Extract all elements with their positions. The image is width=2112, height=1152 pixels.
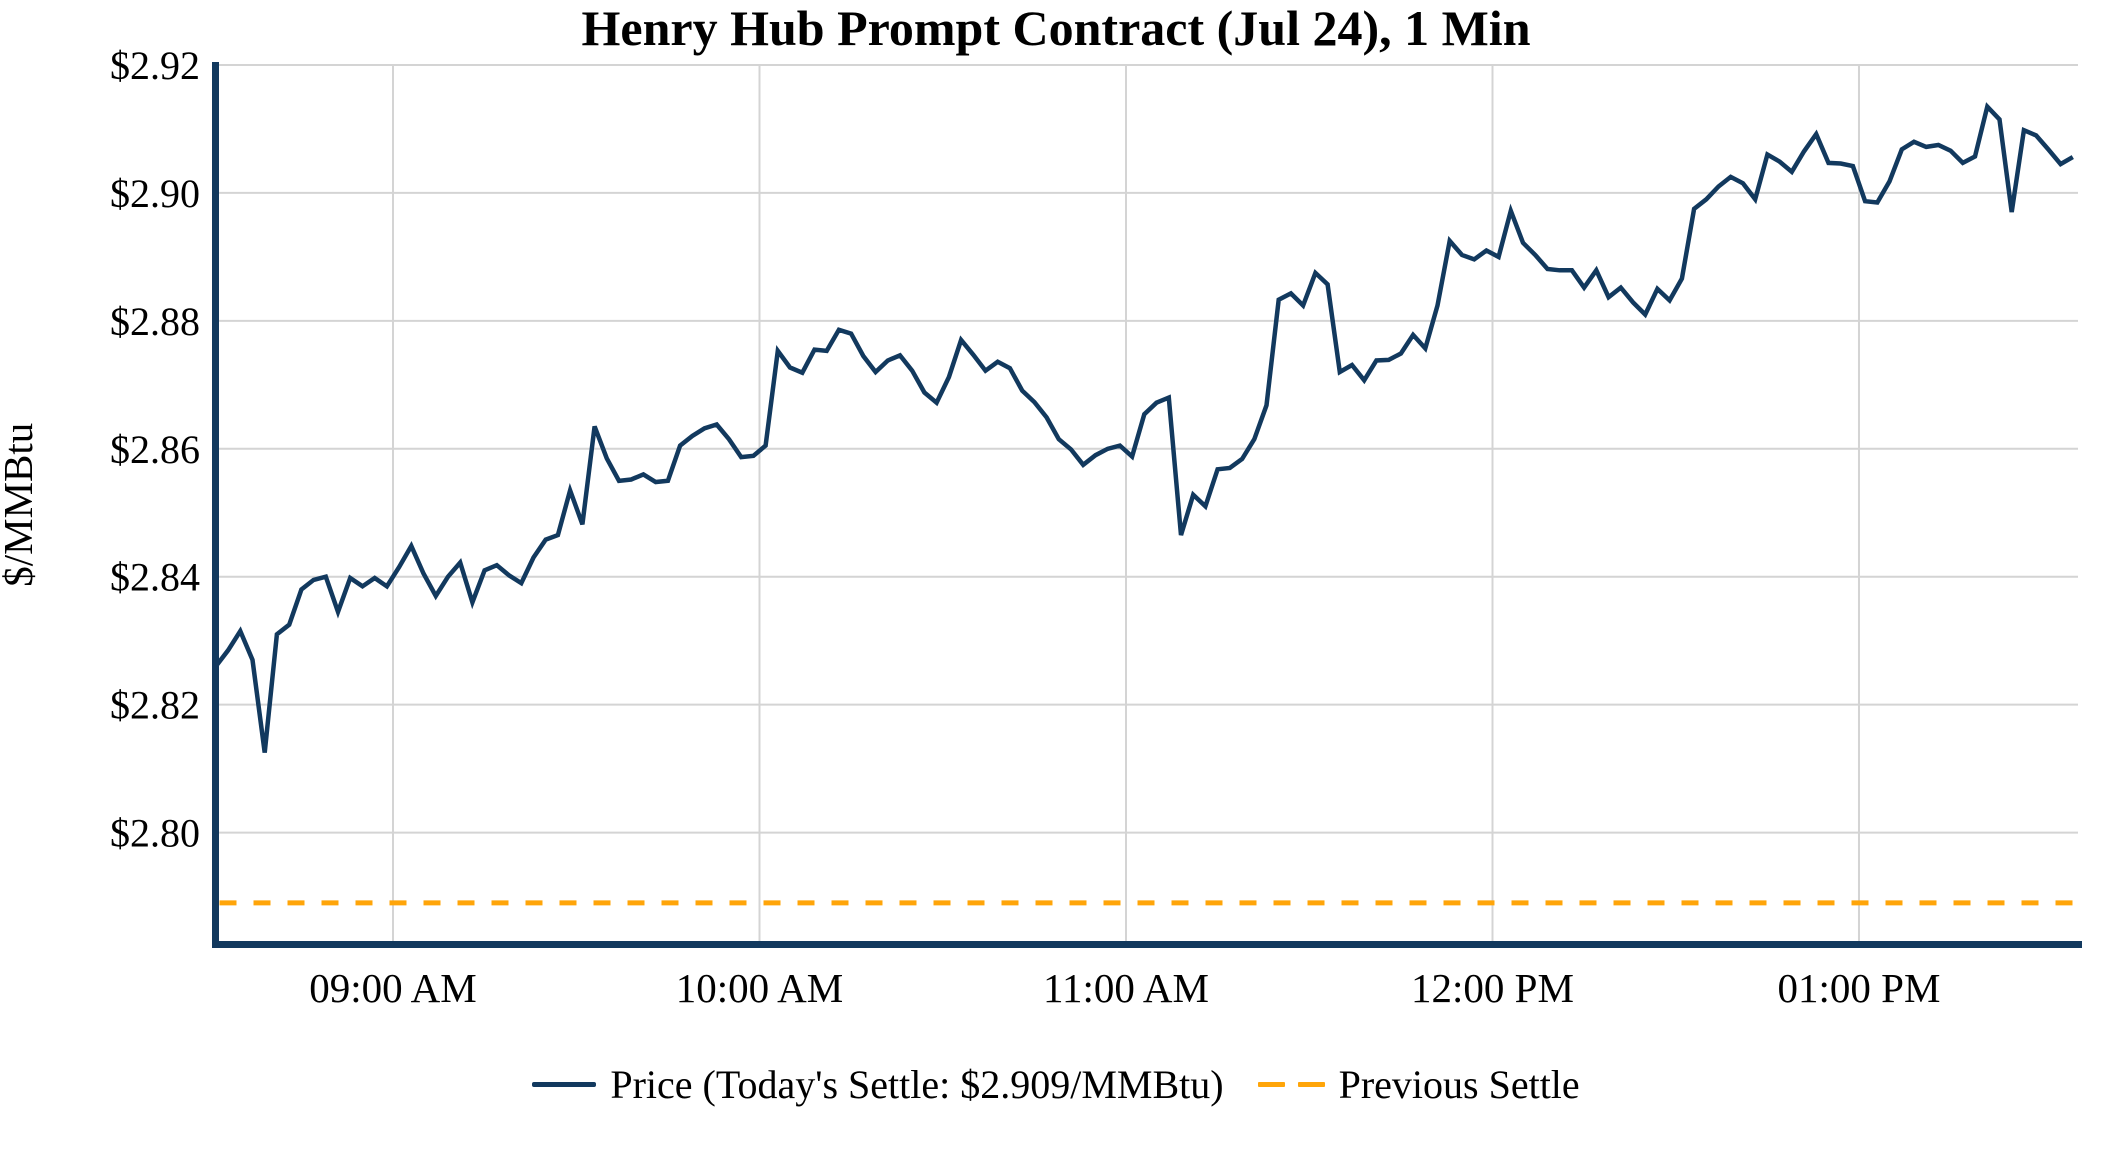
x-tick-label: 11:00 AM — [1043, 965, 1209, 1011]
price-line-swatch-icon — [532, 1081, 597, 1087]
y-axis-title: $/MMBtu — [0, 423, 41, 587]
chart-title: Henry Hub Prompt Contract (Jul 24), 1 Mi… — [581, 0, 1531, 56]
x-tick-label: 10:00 AM — [676, 965, 843, 1011]
legend-item-price: Price (Today's Settle: $2.909/MMBtu) — [532, 1061, 1224, 1108]
x-tick-label: 12:00 PM — [1411, 965, 1574, 1011]
previous-settle-dash-swatch-icon — [1257, 1081, 1325, 1087]
y-tick-label: $2.84 — [110, 555, 200, 600]
y-tick-label: $2.80 — [110, 811, 200, 856]
legend: Price (Today's Settle: $2.909/MMBtu) Pre… — [0, 1056, 2112, 1112]
legend-item-previous-settle: Previous Settle — [1257, 1061, 1580, 1108]
y-tick-label: $2.88 — [110, 299, 200, 344]
y-tick-label: $2.86 — [110, 427, 200, 472]
y-tick-label: $2.82 — [110, 683, 200, 728]
legend-price-label: Price (Today's Settle: $2.909/MMBtu) — [610, 1061, 1224, 1107]
y-tick-label: $2.90 — [110, 171, 200, 216]
x-tick-label: 01:00 PM — [1778, 965, 1941, 1011]
legend-previous-settle-label: Previous Settle — [1338, 1061, 1580, 1107]
x-tick-label: 09:00 AM — [309, 965, 476, 1011]
y-tick-label: $2.92 — [110, 43, 200, 88]
price-line — [214, 102, 2074, 753]
